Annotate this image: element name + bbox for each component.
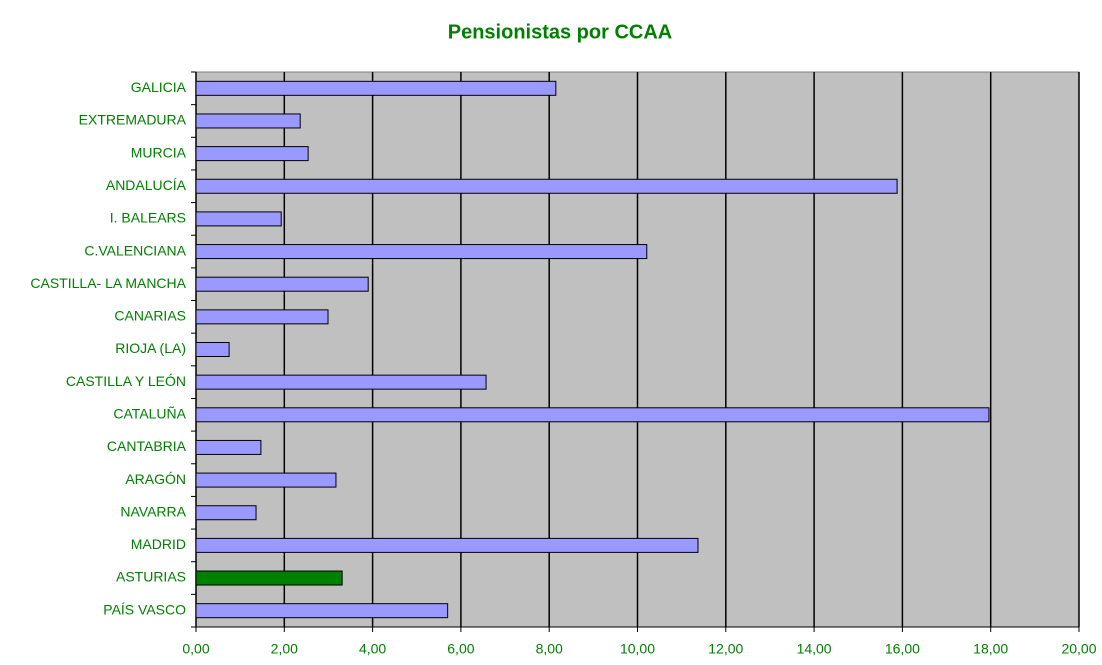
y-tick-label: GALICIA	[131, 79, 187, 95]
x-tick-label: 14,00	[797, 641, 832, 657]
y-tick-label: I. BALEARS	[110, 210, 186, 226]
x-tick-label: 8,00	[536, 641, 563, 657]
bar	[195, 472, 337, 488]
bar	[195, 505, 257, 521]
y-tick-label: MADRID	[131, 536, 186, 552]
x-tick-label: 18,00	[973, 641, 1008, 657]
x-tick-label: 4,00	[359, 641, 386, 657]
bar	[195, 537, 699, 553]
y-tick-label: PAÍS VASCO	[103, 601, 186, 617]
bar	[195, 407, 990, 423]
bar	[195, 309, 329, 325]
y-tick-label: MURCIA	[131, 144, 187, 160]
y-tick-label: CASTILLA- LA MANCHA	[30, 275, 186, 291]
y-tick-label: ANDALUCÍA	[106, 177, 187, 193]
y-tick-label: CANTABRIA	[107, 438, 187, 454]
bar	[195, 146, 309, 162]
bar	[195, 570, 343, 586]
bar	[195, 244, 648, 260]
bar	[195, 374, 487, 390]
bar	[195, 342, 230, 357]
chart-title: Pensionistas por CCAA	[448, 21, 672, 43]
bar	[195, 113, 301, 129]
y-tick-label: CATALUÑA	[113, 405, 186, 421]
y-tick-label: CANARIAS	[114, 308, 186, 324]
y-tick-label: CASTILLA Y LEÓN	[66, 373, 186, 389]
y-tick-label: ASTURIAS	[116, 569, 186, 585]
y-tick-label: NAVARRA	[120, 503, 186, 519]
x-tick-label: 0,00	[182, 641, 209, 657]
bar	[195, 439, 262, 455]
y-tick-label: RIOJA (LA)	[115, 340, 186, 356]
bar	[195, 80, 557, 96]
bar	[195, 276, 369, 292]
y-tick-label: EXTREMADURA	[79, 112, 187, 128]
x-tick-label: 20,00	[1061, 641, 1096, 657]
x-tick-label: 2,00	[271, 641, 298, 657]
y-tick-label: C.VALENCIANA	[84, 242, 186, 258]
x-tick-label: 12,00	[708, 641, 743, 657]
bar	[195, 603, 449, 619]
y-tick-label: ARAGÓN	[125, 471, 186, 487]
bar	[195, 178, 898, 194]
bar	[195, 211, 282, 227]
x-tick-label: 6,00	[447, 641, 474, 657]
x-tick-label: 16,00	[885, 641, 920, 657]
x-tick-label: 10,00	[620, 641, 655, 657]
